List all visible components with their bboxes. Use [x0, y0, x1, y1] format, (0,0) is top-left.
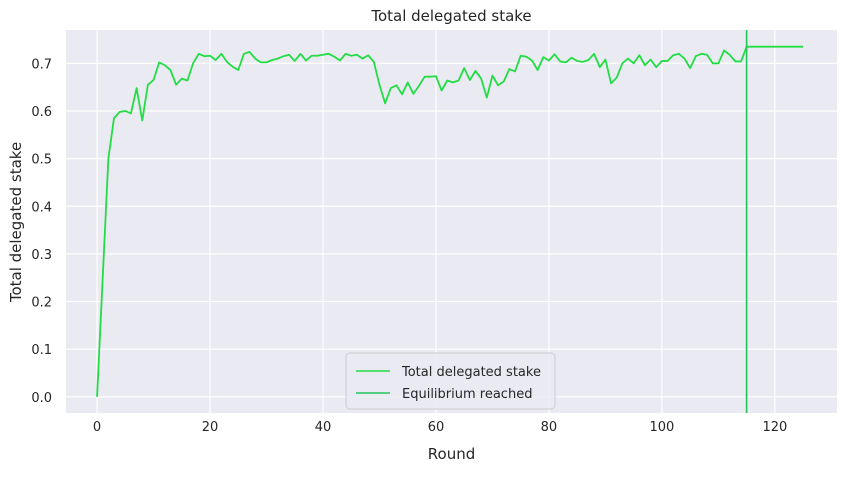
y-tick-label: 0.3 [31, 248, 52, 263]
y-gridlines [66, 62, 837, 398]
y-axis-label: Total delegated stake [7, 142, 25, 303]
legend-box [345, 352, 556, 410]
y-tick-label: 0.7 [31, 57, 52, 72]
legend: Total delegated stake Equilibrium reache… [345, 352, 556, 410]
x-tick-label: 120 [762, 420, 787, 435]
x-tick-label: 0 [93, 420, 101, 435]
y-tick-labels: 0.0 0.1 0.2 0.3 0.4 0.5 0.6 0.7 [31, 57, 52, 405]
y-tick-label: 0.2 [31, 296, 52, 311]
series-layer [96, 30, 804, 413]
x-tick-label: 80 [541, 420, 558, 435]
y-tick-label: 0.6 [31, 105, 52, 120]
y-tick-label: 0.1 [31, 343, 52, 358]
chart-title: Total delegated stake [370, 7, 531, 25]
x-axis-label: Round [428, 445, 475, 463]
legend-label-total-delegated-stake: Total delegated stake [401, 365, 541, 380]
y-tick-label: 0.0 [31, 391, 52, 406]
legend-label-equilibrium-reached: Equilibrium reached [402, 387, 532, 402]
x-tick-labels: 0 20 40 60 80 100 120 [93, 420, 787, 435]
y-tick-label: 0.4 [31, 200, 52, 215]
x-tick-label: 100 [649, 420, 674, 435]
x-tick-label: 40 [315, 420, 332, 435]
x-tick-label: 20 [202, 420, 219, 435]
series-line-total-delegated-stake [96, 45, 804, 397]
x-tick-label: 60 [428, 420, 445, 435]
y-tick-label: 0.5 [31, 153, 52, 168]
